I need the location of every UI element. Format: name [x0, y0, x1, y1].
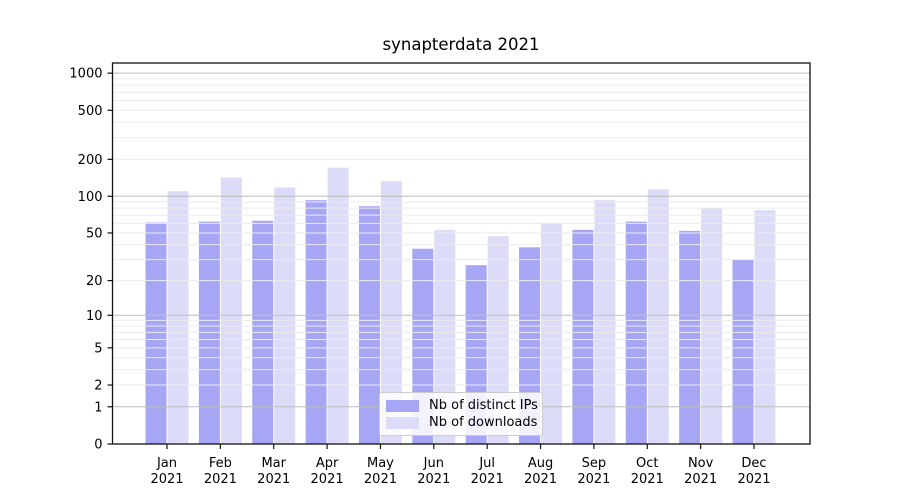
bar-downloads-sep	[594, 200, 616, 444]
legend-swatch-distinct-ips	[386, 399, 419, 412]
x-tick-label-feb-year: 2021	[204, 472, 237, 487]
bar-downloads-feb	[220, 177, 242, 444]
x-tick-label-dec-year: 2021	[737, 472, 770, 487]
x-tick-label-may-year: 2021	[364, 472, 397, 487]
legend: Nb of distinct IPs Nb of downloads	[379, 392, 543, 436]
x-tick-label-jul-year: 2021	[471, 472, 504, 487]
bar-downloads-apr	[327, 167, 349, 444]
bar-distinct-ips-apr	[305, 200, 327, 444]
x-tick-label-sep-year: 2021	[577, 472, 610, 487]
x-tick-label-dec: Dec	[741, 456, 766, 471]
y-tick-label-0: 0	[94, 438, 102, 453]
x-tick-label-jan: Jan	[156, 456, 177, 471]
plot-border	[111, 62, 811, 445]
y-tick-label-1: 1	[94, 400, 102, 415]
y-tick-label-5: 5	[94, 341, 102, 356]
x-tick-label-apr: Apr	[316, 456, 339, 471]
bar-distinct-ips-may	[358, 206, 380, 444]
bar-distinct-ips-sep	[572, 229, 594, 444]
y-tick-label-2: 2	[94, 379, 102, 394]
bar-downloads-jun	[434, 229, 456, 444]
chart-title: synapterdata 2021	[382, 35, 540, 54]
x-tick-label-jan-year: 2021	[150, 472, 183, 487]
y-tick-label-10: 10	[86, 309, 103, 324]
bar-downloads-jan	[167, 191, 189, 444]
y-tick-label-500: 500	[78, 104, 103, 119]
x-tick-label-nov: Nov	[688, 456, 714, 471]
x-tick-label-oct: Oct	[636, 456, 658, 471]
x-tick-label-jun: Jun	[423, 456, 444, 471]
y-tick-label-1000: 1000	[69, 67, 102, 82]
bar-distinct-ips-dec	[732, 259, 754, 444]
x-tick-label-mar-year: 2021	[257, 472, 290, 487]
legend-swatch-downloads	[386, 416, 419, 429]
bar-downloads-oct	[647, 189, 669, 444]
bar-downloads-aug	[541, 223, 563, 444]
y-tick-label-200: 200	[78, 153, 103, 168]
y-tick-label-50: 50	[86, 226, 103, 241]
y-tick-label-20: 20	[86, 274, 103, 289]
legend-label-downloads: Nb of downloads	[429, 415, 538, 430]
x-tick-label-aug: Aug	[528, 456, 553, 471]
x-tick-label-aug-year: 2021	[524, 472, 557, 487]
bar-distinct-ips-jan	[145, 222, 167, 444]
bar-distinct-ips-nov	[679, 230, 701, 444]
y-tick-label-100: 100	[78, 190, 103, 205]
legend-label-distinct-ips: Nb of distinct IPs	[429, 398, 538, 413]
bar-downloads-may	[380, 181, 402, 444]
x-tick-label-jun-year: 2021	[417, 472, 450, 487]
x-tick-label-oct-year: 2021	[631, 472, 664, 487]
x-tick-label-mar: Mar	[261, 456, 286, 471]
legend-entry-distinct-ips: Nb of distinct IPs	[386, 397, 538, 414]
x-tick-label-nov-year: 2021	[684, 472, 717, 487]
x-tick-label-sep: Sep	[582, 456, 607, 471]
x-tick-label-feb: Feb	[209, 456, 232, 471]
x-tick-label-jul: Jul	[478, 456, 495, 471]
legend-entry-downloads: Nb of downloads	[386, 414, 538, 431]
x-tick-label-apr-year: 2021	[311, 472, 344, 487]
bar-downloads-dec	[754, 210, 776, 444]
x-tick-label-may: May	[367, 456, 394, 471]
